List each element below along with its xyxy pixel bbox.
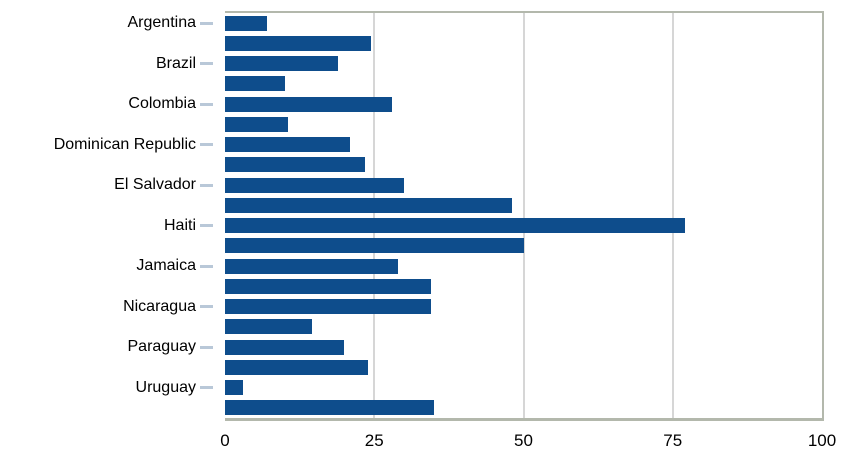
bar-unlabeled-7 — [225, 157, 366, 173]
bar-paraguay — [225, 339, 345, 355]
bar-row — [225, 236, 822, 256]
bars-container — [225, 13, 822, 418]
y-axis-tick — [200, 386, 213, 390]
bar-row — [225, 357, 822, 377]
y-axis-label-argentina: Argentina — [127, 14, 197, 32]
bar-row — [225, 276, 822, 296]
bar-row — [225, 74, 822, 94]
gridline-50 — [522, 13, 525, 418]
bar-unlabeled-13 — [225, 278, 431, 294]
y-axis-tick — [200, 224, 213, 228]
bar-row — [225, 33, 822, 53]
y-axis-tick — [200, 264, 213, 268]
bar-brazil — [225, 56, 339, 72]
bar-row — [225, 317, 822, 337]
y-axis-label-el-salvador: El Salvador — [114, 176, 196, 194]
gridline-25 — [373, 13, 376, 418]
bar-row — [225, 155, 822, 175]
x-axis-label-75: 75 — [663, 431, 683, 450]
x-axis-label-50: 50 — [514, 431, 533, 450]
bar-row — [225, 297, 822, 317]
bar-row — [225, 13, 822, 33]
bar-unlabeled-15 — [225, 319, 312, 335]
y-axis-label-colombia: Colombia — [128, 95, 196, 113]
y-axis-label-nicaragua: Nicaragua — [123, 297, 196, 315]
x-axis-label-0: 0 — [220, 431, 230, 450]
x-axis-label-25: 25 — [364, 431, 384, 450]
y-axis-label-brazil: Brazil — [155, 54, 196, 72]
y-axis-tick — [200, 305, 213, 309]
bar-row — [225, 175, 822, 195]
bar-jamaica — [225, 258, 399, 274]
y-axis-tick — [200, 102, 213, 106]
y-axis-label-paraguay: Paraguay — [127, 338, 197, 356]
bar-unlabeled-1 — [225, 35, 372, 51]
y-axis-tick — [200, 183, 213, 187]
y-axis-label-haiti: Haiti — [163, 216, 196, 234]
plot-area — [225, 11, 824, 421]
bar-row — [225, 398, 822, 418]
bar-row — [225, 195, 822, 215]
bar-row — [225, 94, 822, 114]
bar-argentina — [225, 15, 267, 31]
y-axis-tick — [200, 21, 213, 25]
bar-row — [225, 256, 822, 276]
y-axis-label-dominican-republic: Dominican Republic — [53, 135, 196, 153]
bar-unlabeled-5 — [225, 116, 288, 132]
bar-row — [225, 135, 822, 155]
y-axis-label-uruguay: Uruguay — [135, 378, 196, 396]
bar-row — [225, 54, 822, 74]
bar-unlabeled-19 — [225, 400, 434, 416]
y-axis-tick — [200, 345, 213, 349]
bar-haiti — [225, 218, 685, 234]
x-axis-label-100: 100 — [807, 431, 837, 450]
bar-uruguay — [225, 380, 243, 396]
bar-row — [225, 378, 822, 398]
bar-unlabeled-17 — [225, 359, 369, 375]
bar-nicaragua — [225, 299, 431, 315]
y-axis-tick — [200, 62, 213, 66]
bar-unlabeled-9 — [225, 197, 512, 213]
gridline-75 — [671, 13, 674, 418]
y-axis-label-jamaica: Jamaica — [136, 257, 196, 275]
bar-row — [225, 337, 822, 357]
bar-colombia — [225, 96, 393, 112]
bar-row — [225, 216, 822, 236]
bar-unlabeled-11 — [225, 238, 524, 254]
bar-row — [225, 114, 822, 134]
bar-dominican-republic — [225, 137, 351, 153]
y-axis-tick — [200, 143, 213, 147]
bar-el-salvador — [225, 177, 405, 193]
bar-unlabeled-3 — [225, 76, 285, 92]
